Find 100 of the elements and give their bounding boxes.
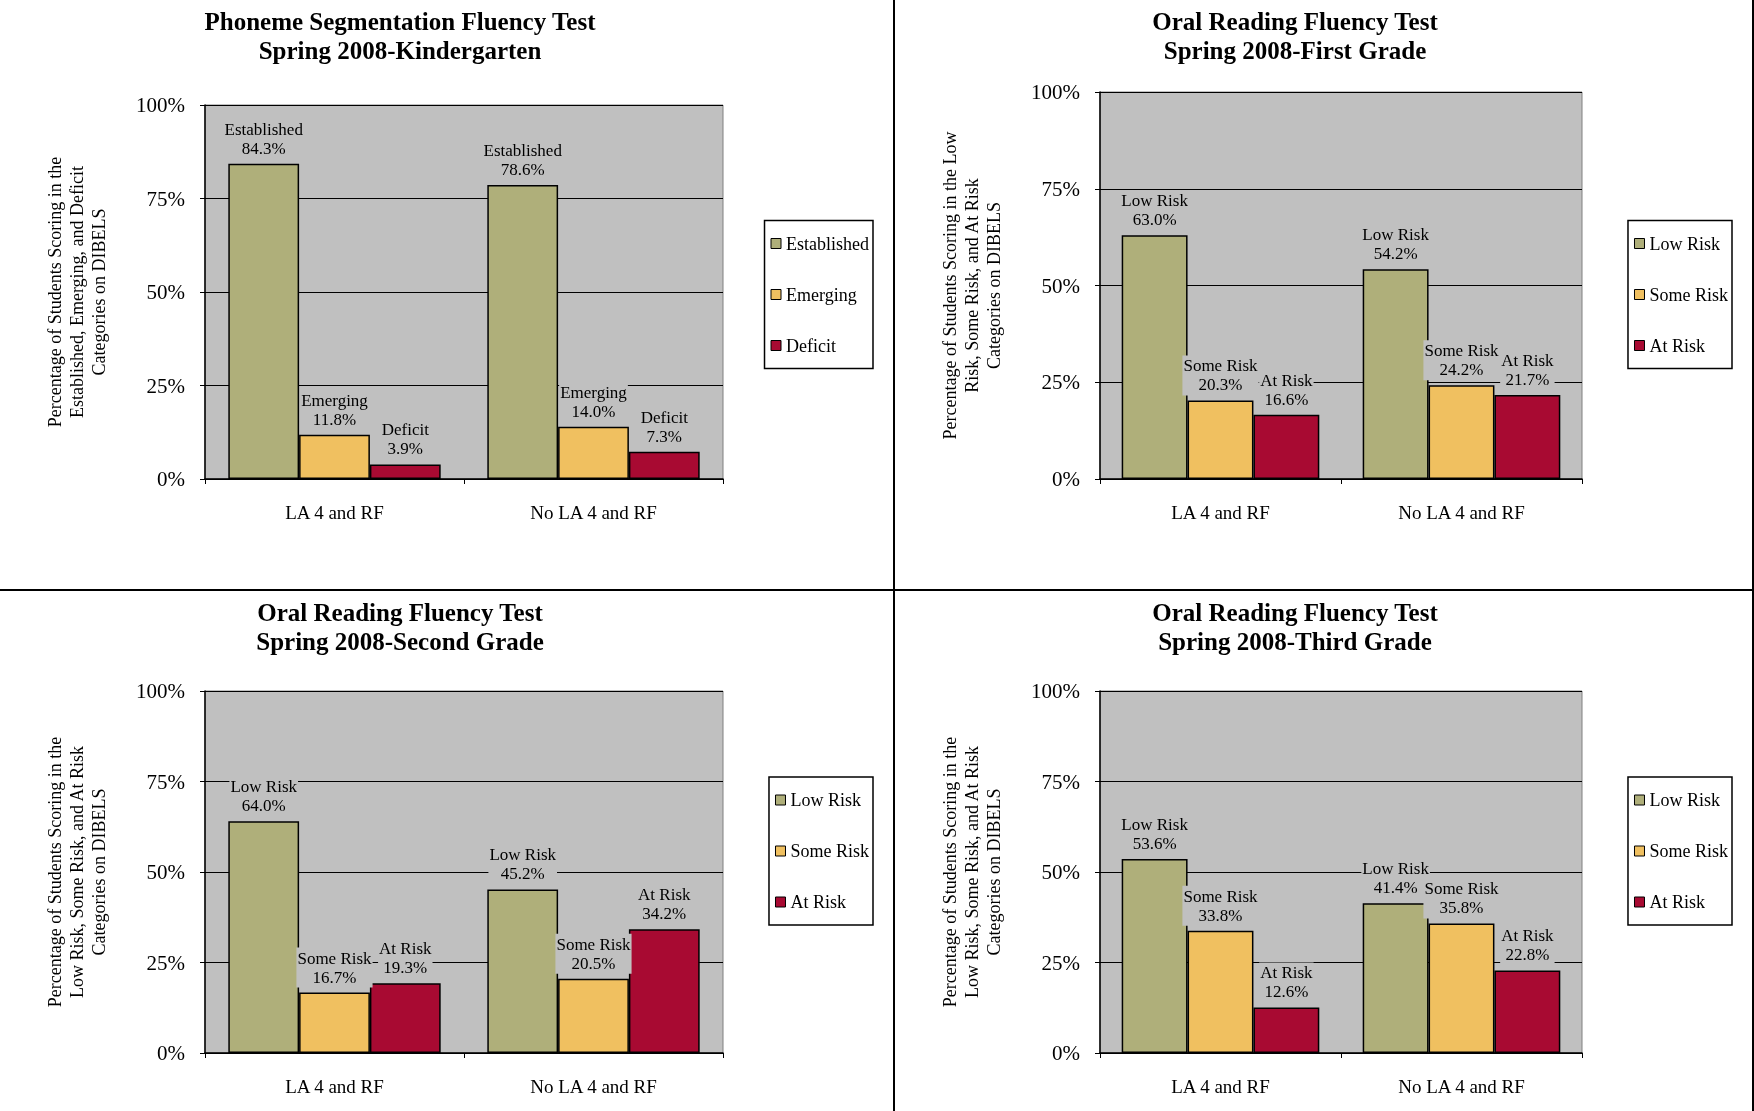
chart-subtitle: Spring 2008-Third Grade [1158, 628, 1432, 655]
y-tick-label: 100% [1031, 80, 1080, 104]
legend-label: Some Risk [1649, 841, 1728, 861]
chart-subtitle: Spring 2008-Kindergarten [258, 37, 542, 64]
text: At Risk [1501, 926, 1554, 946]
data-label: 19.3% [383, 958, 428, 978]
y-tick-label: 50% [1041, 273, 1080, 298]
y-axis-title: Percentage of Students Scoring in the Low Risk, Some Risk, and At Risk Categories on DIBELS [940, 131, 1004, 440]
data-label: 3.9% [387, 439, 423, 459]
data-label: 63.0% [1132, 210, 1177, 230]
y-tick-label: 0% [1052, 467, 1080, 491]
text: At Risk [1501, 351, 1554, 371]
data-label: 20.3% [1198, 375, 1243, 395]
y-axis-title: Percentage of Students Scoring in the Low Risk, Some Risk, and At Risk Categories on DIBELS [940, 736, 1004, 1008]
y-tick-label: 25% [1041, 370, 1080, 395]
y-tick-label: 25% [146, 373, 185, 398]
data-label: 14.0% [571, 401, 616, 421]
y-tick-label: 75% [146, 769, 185, 794]
x-tick-label: LA 4 and RF [1171, 1076, 1270, 1097]
chart-title: Oral Reading Fluency Test [1152, 599, 1439, 626]
data-label: 33.8% [1198, 905, 1243, 925]
data-label: 22.8% [1505, 945, 1550, 965]
data-label: 11.8% [312, 409, 357, 429]
y-tick-label: 100% [136, 679, 185, 703]
x-tick-label: No LA 4 and RF [530, 502, 657, 523]
legend-label: Low Risk [1649, 233, 1720, 254]
data-label: 45.2% [500, 864, 545, 884]
text: Some Risk [297, 948, 372, 968]
chart-title: Phoneme Segmentation Fluency Test [204, 8, 597, 35]
text: Some Risk [1183, 886, 1258, 906]
text: At Risk [379, 939, 432, 959]
text: Established [224, 119, 303, 139]
chart-title: Oral Reading Fluency Test [1152, 8, 1439, 35]
y-axis-title: Percentage of Students Scoring in the Low Risk, Some Risk, and At Risk Categories on DIBELS [45, 736, 109, 1008]
x-tick-label: No LA 4 and RF [1398, 1076, 1525, 1097]
data-label: 34.2% [642, 904, 687, 924]
text: Emerging [560, 382, 627, 402]
y-tick-label: 25% [146, 950, 185, 975]
legend-label: At Risk [1649, 892, 1705, 912]
data-label: 84.3% [241, 138, 286, 158]
chart-subtitle: Spring 2008-Second Grade [256, 628, 544, 655]
data-label: 53.6% [1132, 833, 1177, 853]
text: Low Risk [1121, 814, 1188, 834]
data-label: 12.6% [1264, 982, 1309, 1002]
y-axis-title: Percentage of Students Scoring in the Established, Emerging, and Deficit Categories on DIBELS [45, 156, 109, 428]
text: Some Risk [1424, 879, 1499, 899]
y-tick-label: 25% [1041, 950, 1080, 975]
y-tick-label: 50% [146, 860, 185, 884]
data-label: 78.6% [500, 160, 545, 180]
legend-label: Some Risk [790, 841, 869, 861]
text: Low Risk [1121, 191, 1188, 211]
x-tick-label: LA 4 and RF [1171, 502, 1270, 523]
y-tick-label: 100% [1031, 679, 1080, 703]
chart-subtitle: Spring 2008-First Grade [1163, 37, 1427, 64]
legend-label: Low Risk [790, 790, 861, 810]
text: Low Risk [489, 845, 556, 865]
text: Some Risk [1424, 341, 1499, 361]
y-tick-label: 0% [1052, 1041, 1080, 1065]
y-tick-label: 75% [1041, 176, 1080, 201]
text: Emerging [301, 390, 368, 410]
y-tick-label: 0% [157, 1041, 185, 1065]
text: At Risk [638, 885, 691, 905]
y-tick-label: 100% [136, 93, 185, 117]
chart-title: Oral Reading Fluency Test [257, 599, 544, 626]
text: Low Risk [1362, 859, 1429, 879]
legend-label: Low Risk [1649, 790, 1720, 810]
x-tick-label: LA 4 and RF [285, 502, 384, 523]
legend-label: At Risk [790, 892, 846, 912]
data-label: 7.3% [646, 426, 682, 446]
legend-label: Emerging [786, 284, 857, 305]
y-tick-label: 0% [157, 467, 185, 491]
legend-label: Established [786, 233, 870, 254]
data-label: 16.7% [312, 967, 357, 987]
data-label: 20.5% [571, 953, 616, 973]
y-tick-label: 50% [146, 280, 185, 304]
x-tick-label: LA 4 and RF [285, 1076, 384, 1097]
y-tick-label: 75% [1041, 769, 1080, 794]
text: Low Risk [230, 777, 297, 797]
data-label: 64.0% [241, 796, 286, 816]
data-label: 41.4% [1373, 878, 1418, 898]
data-label: 24.2% [1439, 360, 1484, 380]
x-tick-label: No LA 4 and RF [530, 1076, 657, 1097]
data-label: 35.8% [1439, 898, 1484, 918]
text: At Risk [1260, 963, 1313, 983]
text: At Risk [1260, 370, 1313, 390]
text: Deficit [381, 420, 429, 440]
y-tick-label: 50% [1041, 860, 1080, 884]
text: Some Risk [556, 934, 631, 954]
data-label: 54.2% [1373, 244, 1418, 264]
legend-label: Deficit [786, 335, 836, 356]
text: Some Risk [1183, 356, 1258, 376]
legend-label: At Risk [1649, 335, 1705, 356]
y-tick-label: 75% [146, 186, 185, 211]
legend-label: Some Risk [1649, 284, 1728, 305]
text: Low Risk [1362, 225, 1429, 245]
data-label: 21.7% [1505, 370, 1550, 390]
x-tick-label: No LA 4 and RF [1398, 502, 1525, 523]
text: Deficit [640, 407, 688, 427]
data-label: 16.6% [1264, 389, 1309, 409]
text: Established [483, 141, 562, 161]
